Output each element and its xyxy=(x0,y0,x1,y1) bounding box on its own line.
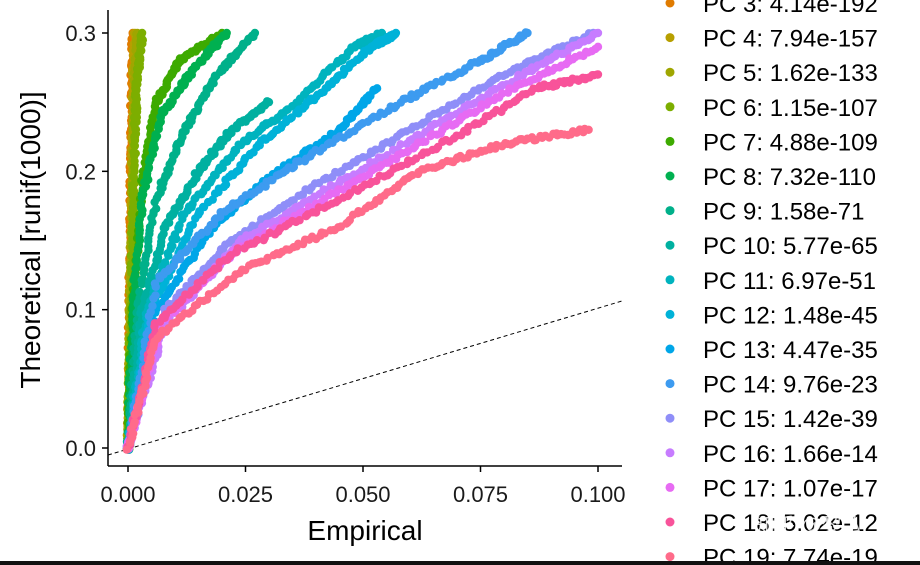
legend-key xyxy=(665,379,675,389)
legend-key xyxy=(665,171,675,181)
legend-key xyxy=(665,309,675,319)
data-point xyxy=(151,204,161,213)
legend-label: PC 10: 5.77e-65 xyxy=(703,233,878,260)
legend-label: PC 15: 1.42e-39 xyxy=(703,406,878,433)
data-point xyxy=(252,235,262,245)
legend-key xyxy=(665,482,675,492)
legend: PC 3: 4.14e-192 PC 4: 7.94e-157 PC 5: 1.62… xyxy=(665,0,878,565)
data-point xyxy=(222,28,231,38)
data-point xyxy=(372,84,382,93)
x-axis-title: Empirical xyxy=(307,515,422,546)
x-tick-label: 0.100 xyxy=(570,482,625,507)
legend-label: PC 19: 7.74e-19 xyxy=(703,545,878,565)
data-point xyxy=(140,337,149,346)
legend-label: PC 8: 7.32e-110 xyxy=(703,164,876,191)
legend-label: PC 4: 7.94e-157 xyxy=(703,26,878,53)
data-point xyxy=(584,125,593,135)
data-point xyxy=(166,241,176,250)
data-point xyxy=(421,137,430,146)
data-point xyxy=(135,287,144,297)
data-point xyxy=(233,244,242,253)
data-point xyxy=(151,291,160,300)
scatter-points xyxy=(122,28,603,455)
x-tick-label: 0.000 xyxy=(100,482,155,507)
legend-label: PC 5: 1.62e-133 xyxy=(703,60,878,87)
legend-label: PC 14: 9.76e-23 xyxy=(703,372,878,399)
x-tick-label: 0.075 xyxy=(453,482,508,507)
data-point xyxy=(264,97,274,107)
data-point xyxy=(250,28,260,38)
legend-key xyxy=(665,517,675,527)
data-point xyxy=(130,270,140,280)
legend-key xyxy=(665,0,675,8)
legend-key xyxy=(665,344,675,354)
series-19 xyxy=(122,124,593,454)
data-point xyxy=(136,200,146,209)
x-ticks: 0.000 0.025 0.050 0.075 0.100 xyxy=(100,466,626,507)
legend-key xyxy=(665,102,675,112)
legend-key xyxy=(665,67,675,77)
data-point xyxy=(174,274,184,283)
data-point xyxy=(122,445,131,454)
data-point xyxy=(593,28,603,38)
data-point xyxy=(593,70,603,79)
legend-label: PC 13: 4.47e-35 xyxy=(703,337,878,364)
data-point xyxy=(523,28,532,38)
data-point xyxy=(146,353,155,363)
y-axis-title: Theoretical [runif(1000)] xyxy=(15,91,46,388)
legend-key xyxy=(665,136,675,146)
x-tick-label: 0.050 xyxy=(335,482,390,507)
legend-label: PC 17: 1.07e-17 xyxy=(703,475,878,502)
y-ticks: 0.0 0.1 0.2 0.3 xyxy=(65,21,108,461)
bottom-border xyxy=(0,561,920,565)
watermark-text: 知乎 @黎弘 xyxy=(755,513,861,537)
data-point xyxy=(150,279,160,288)
legend-key xyxy=(665,33,675,43)
y-tick-label: 0.1 xyxy=(65,298,96,323)
y-tick-label: 0.3 xyxy=(65,21,96,46)
data-point xyxy=(129,148,138,157)
legend-label: PC 12: 1.48e-45 xyxy=(703,302,878,329)
x-tick-label: 0.025 xyxy=(218,482,273,507)
legend-key xyxy=(665,413,675,423)
data-point xyxy=(130,417,139,427)
reference-line-group xyxy=(107,300,623,456)
legend-key xyxy=(665,448,675,458)
data-point xyxy=(148,301,157,311)
axes xyxy=(107,10,622,467)
y-tick-label: 0.2 xyxy=(65,159,96,184)
data-point xyxy=(593,42,603,52)
data-point xyxy=(137,28,147,38)
data-point xyxy=(391,28,401,38)
legend-label: PC 7: 4.88e-109 xyxy=(703,129,878,156)
data-point xyxy=(295,216,304,225)
legend-label: PC 6: 1.15e-107 xyxy=(703,95,878,122)
legend-key xyxy=(665,206,675,216)
legend-label: PC 3: 4.14e-192 xyxy=(703,0,878,18)
data-point xyxy=(396,140,405,149)
legend-key xyxy=(665,240,675,250)
data-point xyxy=(160,258,170,267)
legend-label: PC 16: 1.66e-14 xyxy=(703,441,878,468)
legend-label: PC 9: 1.58e-71 xyxy=(703,199,864,226)
legend-key xyxy=(665,275,675,285)
reference-line-y-equals-x xyxy=(107,300,623,456)
y-tick-label: 0.0 xyxy=(65,436,96,461)
legend-label: PC 18: 5.02e-12 xyxy=(703,510,878,537)
legend-key xyxy=(665,552,675,562)
legend-label: PC 11: 6.97e-51 xyxy=(703,268,876,295)
